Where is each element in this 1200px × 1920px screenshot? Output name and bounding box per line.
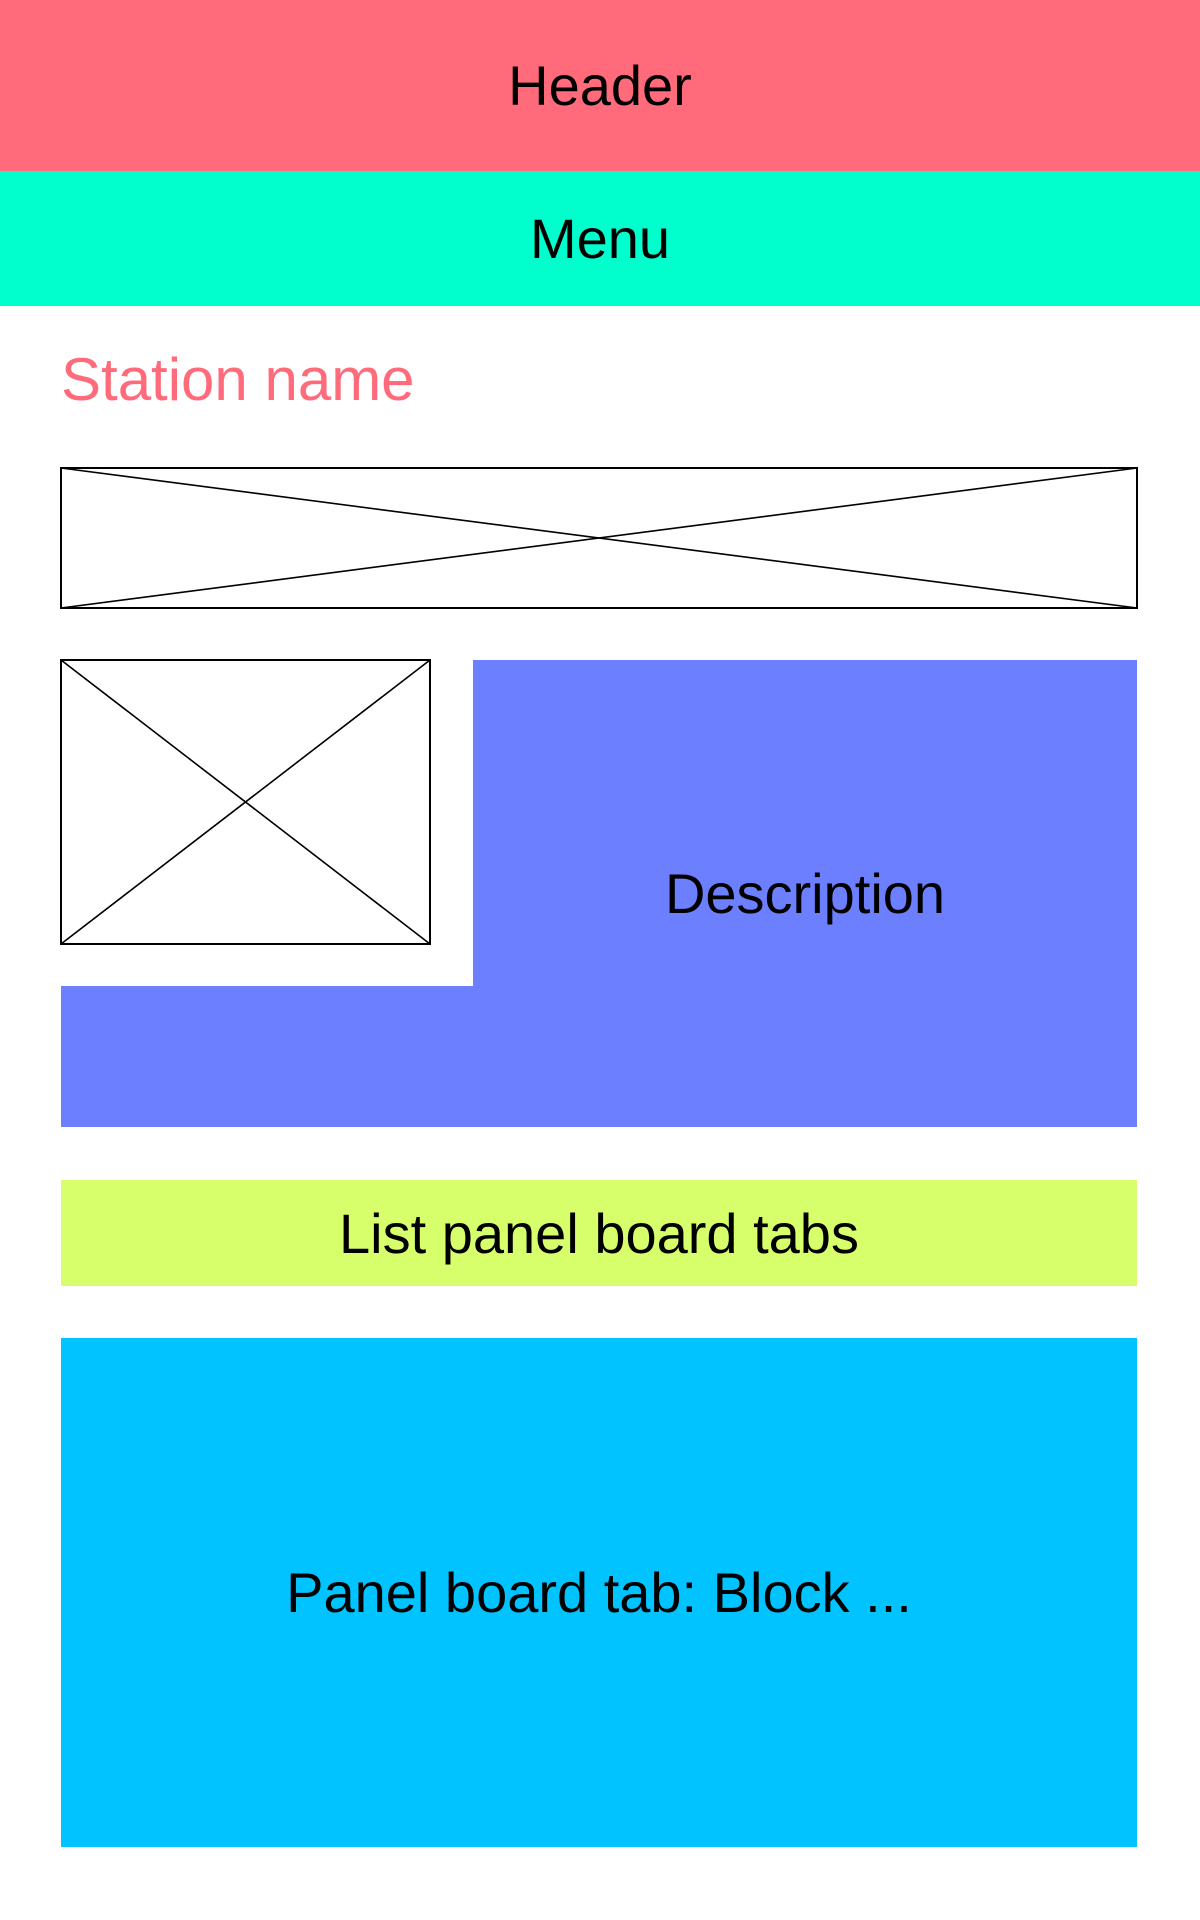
description-area xyxy=(61,660,1137,1127)
description-label: Description xyxy=(664,862,946,925)
menu[interactable]: Menu xyxy=(0,171,1200,306)
station-name-title: Station name xyxy=(61,346,415,413)
banner-image-placeholder-icon xyxy=(60,467,1138,609)
header: Header xyxy=(0,0,1200,171)
panel-board-tab-content: Panel board tab: Block ... xyxy=(61,1338,1137,1847)
panel-board-tabs-list[interactable]: List panel board tabs xyxy=(61,1180,1137,1286)
thumbnail-image-placeholder-icon xyxy=(60,659,431,945)
